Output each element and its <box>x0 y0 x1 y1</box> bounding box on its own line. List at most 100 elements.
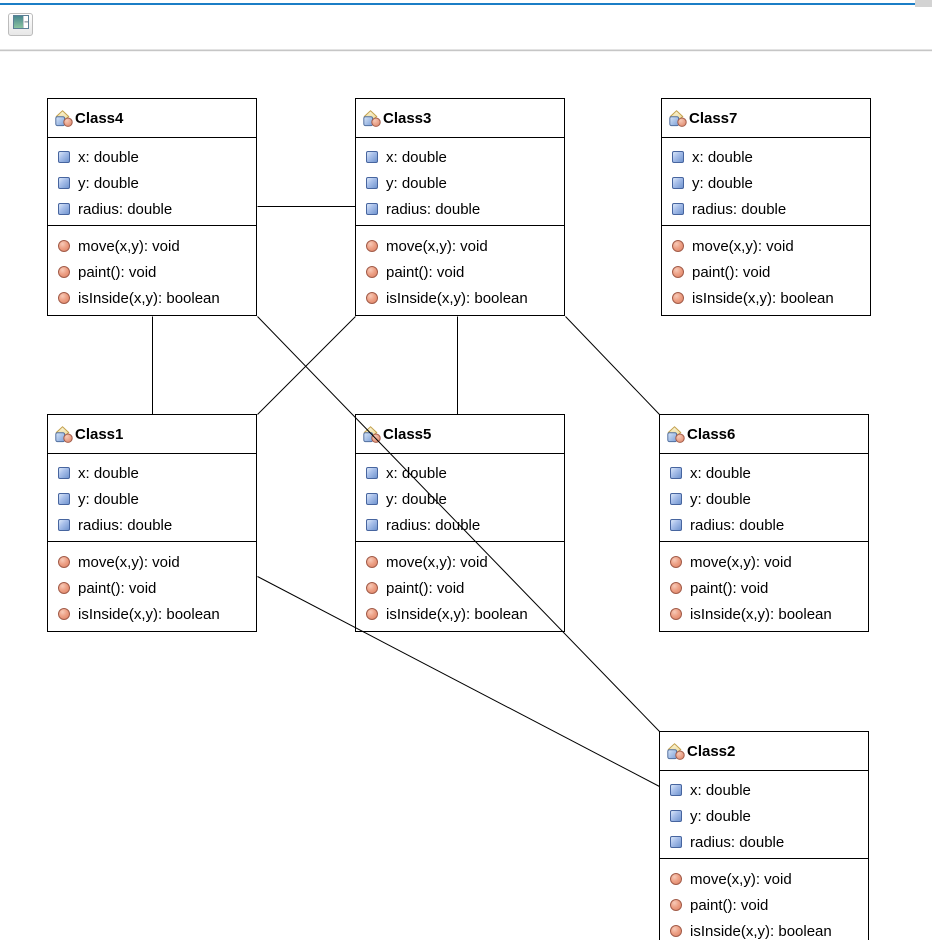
member-label: y: double <box>386 490 447 508</box>
method-list: move(x,y): void paint(): void isInside(x,y… <box>48 226 256 311</box>
field-icon <box>366 519 378 531</box>
class-header[interactable]: Class4 <box>48 99 256 138</box>
class-node-class2[interactable]: Class2 x: double y: double radius: double … <box>659 731 869 940</box>
member-label: move(x,y): void <box>692 237 794 255</box>
attribute-row: x: double <box>660 777 868 803</box>
method-icon <box>670 899 682 911</box>
attribute-list: x: double y: double radius: double <box>660 771 868 859</box>
class-node-class4[interactable]: Class4 x: double y: double radius: double … <box>47 98 257 316</box>
toolbar-divider <box>0 50 932 51</box>
method-icon <box>672 240 684 252</box>
field-icon <box>58 151 70 163</box>
field-icon <box>58 519 70 531</box>
method-row: move(x,y): void <box>660 549 868 575</box>
class-node-class3[interactable]: Class3 x: double y: double radius: double … <box>355 98 565 316</box>
member-label: y: double <box>692 174 753 192</box>
method-row: move(x,y): void <box>356 233 564 259</box>
method-icon <box>58 608 70 620</box>
field-icon <box>58 177 70 189</box>
member-label: move(x,y): void <box>386 237 488 255</box>
attribute-row: x: double <box>48 460 256 486</box>
toolbar-divider <box>0 49 932 50</box>
class-header[interactable]: Class1 <box>48 415 256 454</box>
class-node-class7[interactable]: Class7 x: double y: double radius: double … <box>661 98 871 316</box>
method-icon <box>366 292 378 304</box>
attribute-row: y: double <box>48 170 256 196</box>
class-node-class6[interactable]: Class6 x: double y: double radius: double … <box>659 414 869 632</box>
method-row: move(x,y): void <box>660 866 868 892</box>
field-icon <box>670 836 682 848</box>
class-header[interactable]: Class6 <box>660 415 868 454</box>
attribute-row: x: double <box>356 460 564 486</box>
member-label: y: double <box>78 490 139 508</box>
field-icon <box>670 493 682 505</box>
class-icon <box>363 425 382 443</box>
class-node-class1[interactable]: Class1 x: double y: double radius: double … <box>47 414 257 632</box>
attribute-row: radius: double <box>356 512 564 538</box>
attribute-row: radius: double <box>660 829 868 855</box>
member-label: x: double <box>386 148 447 166</box>
method-list: move(x,y): void paint(): void isInside(x,y… <box>356 542 564 627</box>
method-row: move(x,y): void <box>48 549 256 575</box>
method-row: isInside(x,y): boolean <box>356 601 564 627</box>
class-header[interactable]: Class2 <box>660 732 868 771</box>
attribute-row: radius: double <box>662 196 870 222</box>
member-label: y: double <box>386 174 447 192</box>
member-label: y: double <box>690 490 751 508</box>
class-header[interactable]: Class5 <box>356 415 564 454</box>
member-label: x: double <box>78 464 139 482</box>
attribute-row: y: double <box>660 486 868 512</box>
attribute-row: x: double <box>356 144 564 170</box>
attribute-list: x: double y: double radius: double <box>48 138 256 226</box>
member-label: x: double <box>690 464 751 482</box>
method-row: paint(): void <box>48 575 256 601</box>
method-icon <box>58 292 70 304</box>
class-header[interactable]: Class7 <box>662 99 870 138</box>
attribute-row: radius: double <box>48 196 256 222</box>
class-title: Class2 <box>687 742 736 760</box>
attribute-row: radius: double <box>48 512 256 538</box>
class-title: Class6 <box>687 425 736 443</box>
scrollbar-corner <box>915 0 932 7</box>
member-label: isInside(x,y): boolean <box>386 605 528 623</box>
member-label: paint(): void <box>692 263 771 281</box>
window-top-accent <box>0 3 932 5</box>
class-node-class5[interactable]: Class5 x: double y: double radius: double … <box>355 414 565 632</box>
member-label: y: double <box>78 174 139 192</box>
class-title: Class7 <box>689 109 738 127</box>
class-icon <box>55 425 74 443</box>
field-icon <box>672 151 684 163</box>
method-list: move(x,y): void paint(): void isInside(x,y… <box>662 226 870 311</box>
member-label: x: double <box>386 464 447 482</box>
attribute-row: x: double <box>660 460 868 486</box>
method-icon <box>366 240 378 252</box>
field-icon <box>670 467 682 479</box>
field-icon <box>366 467 378 479</box>
member-label: move(x,y): void <box>78 237 180 255</box>
attribute-list: x: double y: double radius: double <box>48 454 256 542</box>
method-row: isInside(x,y): boolean <box>48 285 256 311</box>
class-icon <box>55 109 74 127</box>
class-title: Class3 <box>383 109 432 127</box>
class-icon <box>363 109 382 127</box>
member-label: x: double <box>78 148 139 166</box>
field-icon <box>670 784 682 796</box>
attribute-row: y: double <box>356 486 564 512</box>
class-header[interactable]: Class3 <box>356 99 564 138</box>
method-list: move(x,y): void paint(): void isInside(x,y… <box>660 542 868 627</box>
field-icon <box>366 203 378 215</box>
field-icon <box>670 519 682 531</box>
view-toggle-button[interactable] <box>8 13 33 36</box>
class-title: Class1 <box>75 425 124 443</box>
method-icon <box>672 266 684 278</box>
member-label: move(x,y): void <box>78 553 180 571</box>
panel-layout-icon <box>12 15 29 34</box>
attribute-list: x: double y: double radius: double <box>662 138 870 226</box>
member-label: x: double <box>690 781 751 799</box>
method-icon <box>672 292 684 304</box>
member-label: isInside(x,y): boolean <box>386 289 528 307</box>
member-label: radius: double <box>78 516 173 534</box>
member-label: move(x,y): void <box>690 553 792 571</box>
